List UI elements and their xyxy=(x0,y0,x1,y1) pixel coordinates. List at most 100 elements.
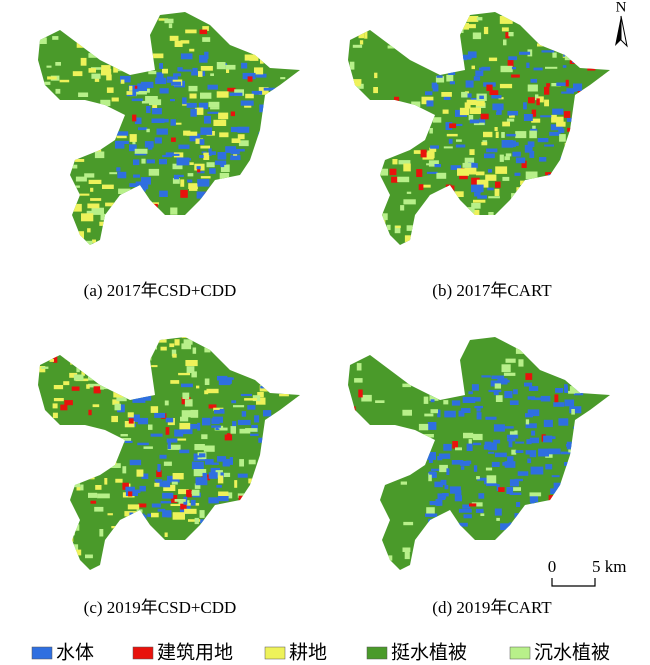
land-patch xyxy=(194,444,205,451)
land-patch xyxy=(93,386,101,394)
land-patch xyxy=(485,216,496,224)
land-patch xyxy=(479,67,483,71)
land-patch xyxy=(166,76,178,80)
land-patch xyxy=(116,394,127,402)
land-patch xyxy=(248,505,254,513)
land-patch xyxy=(496,108,502,114)
land-patch xyxy=(105,202,117,207)
land-patch xyxy=(159,159,167,165)
land-patch xyxy=(257,392,264,398)
land-patch xyxy=(462,504,471,509)
land-patch xyxy=(200,66,213,71)
land-patch xyxy=(204,337,213,341)
land-patch xyxy=(582,21,595,27)
land-patch xyxy=(162,118,169,123)
land-patch xyxy=(272,516,280,521)
land-patch xyxy=(348,138,357,144)
land-patch xyxy=(59,79,70,83)
land-patch xyxy=(268,248,281,255)
land-patch xyxy=(46,211,57,217)
land-patch xyxy=(130,385,143,391)
land-patch xyxy=(243,240,254,245)
land-patch xyxy=(77,152,87,155)
land-patch xyxy=(139,485,146,492)
land-patch xyxy=(232,421,237,427)
land-patch xyxy=(162,549,169,555)
land-patch xyxy=(237,473,248,478)
land-patch xyxy=(253,562,265,567)
land-patch xyxy=(601,75,606,83)
land-patch xyxy=(155,77,167,85)
land-patch xyxy=(122,52,130,56)
land-patch xyxy=(129,489,141,494)
land-patch xyxy=(136,562,148,570)
land-patch xyxy=(88,68,96,73)
land-patch xyxy=(515,441,525,444)
land-patch xyxy=(429,394,439,401)
land-patch xyxy=(162,492,174,499)
land-patch xyxy=(149,99,162,106)
land-patch xyxy=(387,45,395,49)
land-patch xyxy=(526,62,530,68)
land-patch xyxy=(176,157,190,166)
land-patch xyxy=(65,206,69,211)
land-patch xyxy=(483,444,489,450)
land-patch xyxy=(270,116,277,120)
land-patch xyxy=(363,339,373,342)
land-patch xyxy=(202,26,209,31)
land-patch xyxy=(69,203,82,212)
land-patch xyxy=(471,184,484,193)
land-patch xyxy=(42,211,47,216)
land-patch xyxy=(304,19,308,24)
land-patch xyxy=(125,486,135,492)
land-patch xyxy=(289,224,300,232)
land-patch xyxy=(536,534,541,540)
land-patch xyxy=(446,133,458,137)
land-patch xyxy=(349,464,359,467)
land-patch xyxy=(278,480,287,485)
land-patch xyxy=(147,354,152,361)
land-patch xyxy=(449,123,457,129)
land-patch xyxy=(279,99,287,102)
land-patch xyxy=(256,73,267,78)
land-patch xyxy=(256,180,269,185)
land-patch xyxy=(476,100,485,107)
land-patch xyxy=(155,481,165,487)
land-patch xyxy=(181,383,193,388)
land-patch xyxy=(242,72,256,80)
land-patch xyxy=(194,517,199,525)
land-patch xyxy=(118,188,131,194)
land-patch xyxy=(231,400,237,404)
land-patch xyxy=(361,394,372,402)
land-patch xyxy=(403,199,416,205)
land-patch xyxy=(436,18,448,24)
land-patch xyxy=(213,409,225,414)
land-patch xyxy=(443,400,449,405)
land-patch xyxy=(94,506,104,512)
land-patch xyxy=(99,529,104,537)
land-patch xyxy=(254,192,268,199)
land-patch xyxy=(65,158,74,165)
land-patch xyxy=(247,173,252,178)
land-patch xyxy=(159,454,167,459)
land-patch xyxy=(476,476,480,480)
land-patch xyxy=(42,153,49,157)
land-patch xyxy=(132,514,141,519)
land-patch xyxy=(89,37,103,46)
land-patch xyxy=(215,427,220,430)
land-patch xyxy=(251,514,256,523)
land-patch xyxy=(573,503,577,507)
land-patch xyxy=(477,195,487,199)
land-patch xyxy=(95,149,102,153)
land-patch xyxy=(182,392,190,399)
legend-swatch xyxy=(366,646,388,660)
north-arrow: N xyxy=(615,0,628,48)
land-patch xyxy=(290,205,295,209)
land-patch xyxy=(151,365,158,368)
land-patch xyxy=(566,88,577,92)
land-patch xyxy=(233,153,238,156)
land-patch xyxy=(560,157,565,165)
land-patch xyxy=(104,478,108,485)
land-patch xyxy=(366,494,373,500)
land-patch xyxy=(562,506,576,512)
